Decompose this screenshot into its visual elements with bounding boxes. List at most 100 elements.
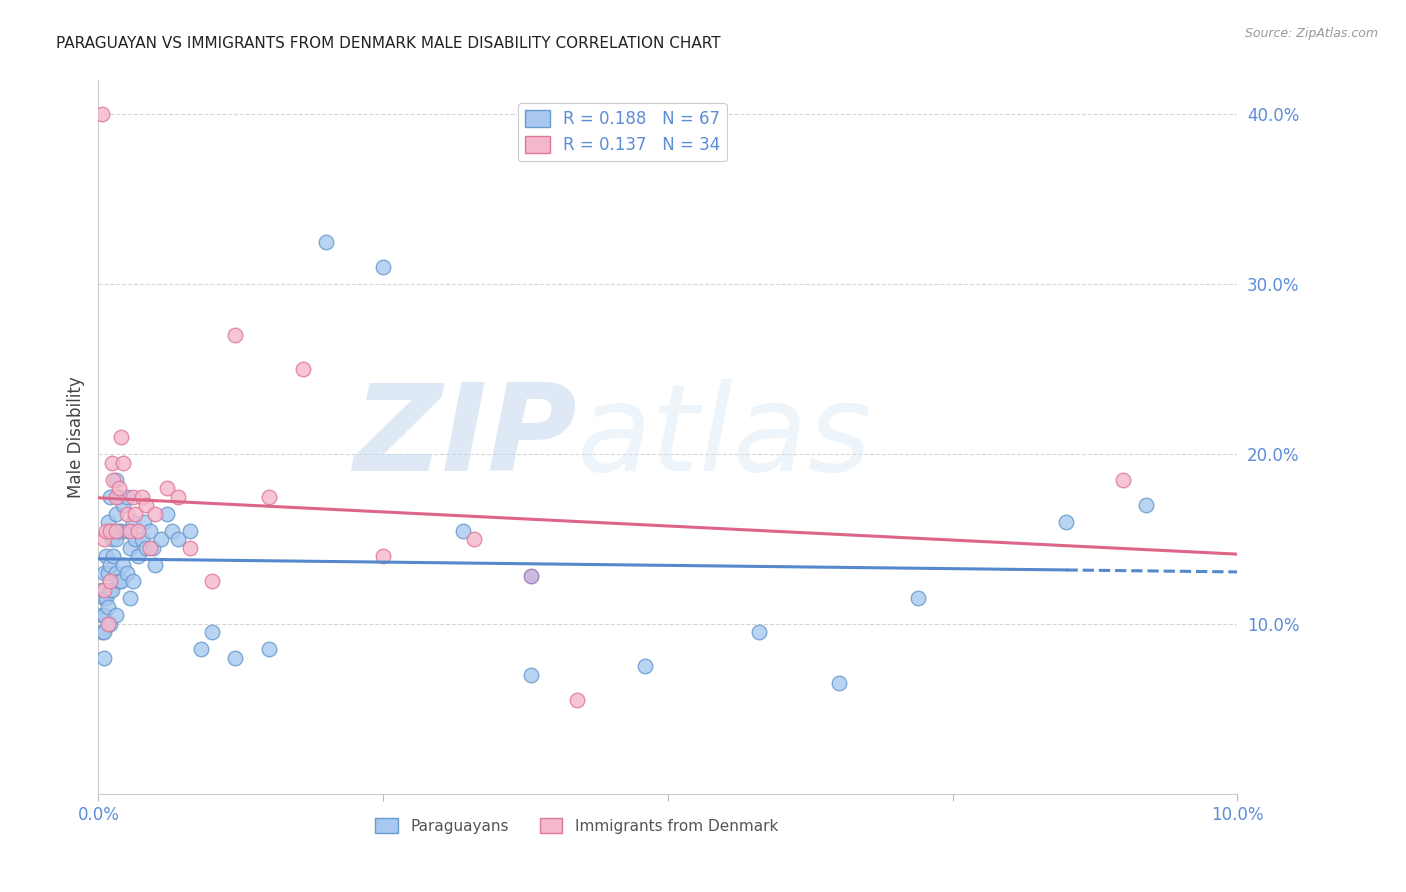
Y-axis label: Male Disability: Male Disability (66, 376, 84, 498)
Point (135, 541, 157, 555)
Point (145, 558, 167, 572)
Point (93, 582, 115, 597)
Point (96, 617, 118, 632)
Point (108, 574, 131, 589)
Point (565, 693, 588, 707)
Legend: Paraguayans, Immigrants from Denmark: Paraguayans, Immigrants from Denmark (370, 812, 785, 839)
Point (224, 651, 246, 665)
Point (98, 574, 121, 589)
Point (110, 430, 132, 444)
Point (315, 235, 337, 249)
Point (828, 676, 851, 690)
Point (115, 490, 138, 504)
Point (1112, 473, 1135, 487)
Point (373, 260, 395, 275)
Point (93, 651, 115, 665)
Point (90, 625, 112, 640)
Text: PARAGUAYAN VS IMMIGRANTS FROM DENMARK MALE DISABILITY CORRELATION CHART: PARAGUAYAN VS IMMIGRANTS FROM DENMARK MA… (56, 36, 721, 51)
Point (135, 498, 157, 512)
Point (104, 566, 127, 580)
Point (120, 591, 142, 606)
Point (108, 481, 131, 495)
Point (93, 608, 115, 623)
Point (104, 507, 127, 521)
Point (150, 532, 173, 546)
Point (162, 524, 184, 538)
Point (104, 532, 127, 546)
Point (90, 107, 112, 121)
Point (101, 456, 124, 470)
Point (520, 569, 543, 583)
Point (121, 515, 143, 529)
Point (98, 524, 121, 538)
Point (201, 574, 224, 589)
Point (138, 524, 160, 538)
Point (907, 591, 929, 606)
Point (93, 591, 115, 606)
Point (93, 532, 115, 546)
Point (93, 625, 115, 640)
Point (451, 524, 474, 538)
Point (96, 599, 118, 614)
Point (115, 524, 138, 538)
Point (98, 524, 121, 538)
Point (104, 608, 127, 623)
Point (179, 541, 201, 555)
Point (103, 549, 125, 563)
Point (373, 549, 395, 563)
Point (145, 507, 167, 521)
Point (115, 566, 138, 580)
Point (1056, 515, 1078, 529)
Point (110, 524, 132, 538)
Point (101, 582, 124, 597)
Point (131, 532, 153, 546)
Point (124, 507, 146, 521)
Point (110, 574, 132, 589)
Point (115, 507, 138, 521)
Point (121, 574, 143, 589)
Point (748, 625, 770, 640)
Point (121, 490, 143, 504)
Point (138, 541, 160, 555)
Point (96, 549, 118, 563)
Point (98, 617, 121, 632)
Point (96, 591, 118, 606)
Text: ZIP: ZIP (353, 378, 576, 496)
Point (96, 566, 118, 580)
Point (90, 608, 112, 623)
Point (96, 515, 118, 529)
Point (167, 490, 190, 504)
Point (90, 582, 112, 597)
Point (127, 549, 149, 563)
Point (112, 498, 135, 512)
Point (93, 566, 115, 580)
Point (98, 582, 121, 597)
Point (259, 642, 281, 657)
Point (259, 490, 281, 504)
Point (101, 532, 124, 546)
Point (120, 524, 142, 538)
Point (108, 490, 131, 504)
Point (120, 541, 142, 555)
Point (292, 362, 315, 376)
Point (520, 668, 543, 682)
Point (104, 490, 127, 504)
Text: Source: ZipAtlas.com: Source: ZipAtlas.com (1244, 27, 1378, 40)
Point (112, 456, 135, 470)
Point (156, 481, 179, 495)
Point (634, 659, 657, 673)
Point (1135, 498, 1157, 512)
Point (103, 473, 125, 487)
Point (104, 524, 127, 538)
Point (131, 490, 153, 504)
Point (156, 507, 179, 521)
Point (96, 524, 118, 538)
Point (112, 558, 135, 572)
Point (104, 473, 127, 487)
Point (132, 515, 155, 529)
Point (463, 532, 485, 546)
Point (124, 532, 146, 546)
Point (98, 558, 121, 572)
Point (190, 642, 212, 657)
Point (179, 524, 201, 538)
